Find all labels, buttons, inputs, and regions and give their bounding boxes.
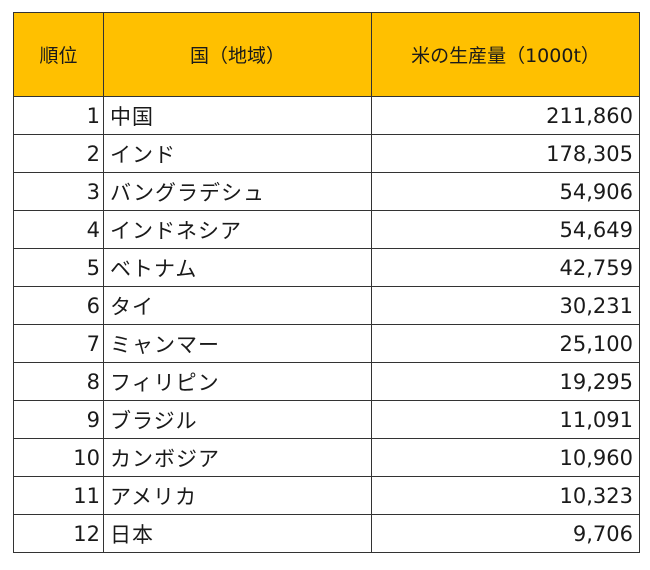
table-row: 4 インドネシア 54,649: [13, 210, 640, 249]
table-row: 1 中国 211,860: [13, 96, 640, 135]
production-value-cell: 42,759: [371, 248, 640, 287]
production-value-cell: 19,295: [371, 362, 640, 401]
table-header: 順位 国（地域） 米の生産量（1000t）: [13, 12, 640, 97]
country-cell: ベトナム: [103, 248, 372, 287]
header-row: 順位 国（地域） 米の生産量（1000t）: [13, 12, 640, 97]
country-cell: バングラデシュ: [103, 172, 372, 211]
rice-production-table: 順位 国（地域） 米の生産量（1000t） 1 中国 211,860 2 インド 178,…: [13, 12, 640, 553]
country-cell: タイ: [103, 286, 372, 325]
production-value-cell: 9,706: [371, 514, 640, 553]
production-value-cell: 10,960: [371, 438, 640, 477]
rank-cell: 11: [13, 476, 104, 515]
production-value-cell: 10,323: [371, 476, 640, 515]
production-value-cell: 25,100: [371, 324, 640, 363]
table-row: 10 カンボジア 10,960: [13, 438, 640, 477]
header-rank: 順位: [13, 12, 104, 97]
country-cell: ミャンマー: [103, 324, 372, 363]
production-value-cell: 11,091: [371, 400, 640, 439]
production-value-cell: 211,860: [371, 96, 640, 135]
rank-cell: 8: [13, 362, 104, 401]
country-cell: 中国: [103, 96, 372, 135]
table-row: 3 バングラデシュ 54,906: [13, 172, 640, 211]
rank-cell: 5: [13, 248, 104, 287]
production-value-cell: 54,906: [371, 172, 640, 211]
table-body: 1 中国 211,860 2 インド 178,305 3 バングラデシュ 54,906 4 インドネ…: [13, 96, 640, 553]
table-row: 5 ベトナム 42,759: [13, 248, 640, 287]
table-row: 8 フィリピン 19,295: [13, 362, 640, 401]
rank-cell: 9: [13, 400, 104, 439]
table-row: 6 タイ 30,231: [13, 286, 640, 325]
country-cell: カンボジア: [103, 438, 372, 477]
country-cell: インドネシア: [103, 210, 372, 249]
production-value-cell: 178,305: [371, 134, 640, 173]
production-value-cell: 30,231: [371, 286, 640, 325]
rank-cell: 2: [13, 134, 104, 173]
header-value: 米の生産量（1000t）: [371, 12, 640, 97]
country-cell: インド: [103, 134, 372, 173]
table-row: 11 アメリカ 10,323: [13, 476, 640, 515]
rank-cell: 3: [13, 172, 104, 211]
table-row: 12 日本 9,706: [13, 514, 640, 553]
production-value-cell: 54,649: [371, 210, 640, 249]
table-row: 2 インド 178,305: [13, 134, 640, 173]
table-row: 7 ミャンマー 25,100: [13, 324, 640, 363]
country-cell: アメリカ: [103, 476, 372, 515]
rank-cell: 12: [13, 514, 104, 553]
rank-cell: 6: [13, 286, 104, 325]
header-country: 国（地域）: [103, 12, 372, 97]
rank-cell: 1: [13, 96, 104, 135]
table-row: 9 ブラジル 11,091: [13, 400, 640, 439]
rank-cell: 10: [13, 438, 104, 477]
country-cell: フィリピン: [103, 362, 372, 401]
country-cell: 日本: [103, 514, 372, 553]
rank-cell: 7: [13, 324, 104, 363]
country-cell: ブラジル: [103, 400, 372, 439]
rank-cell: 4: [13, 210, 104, 249]
